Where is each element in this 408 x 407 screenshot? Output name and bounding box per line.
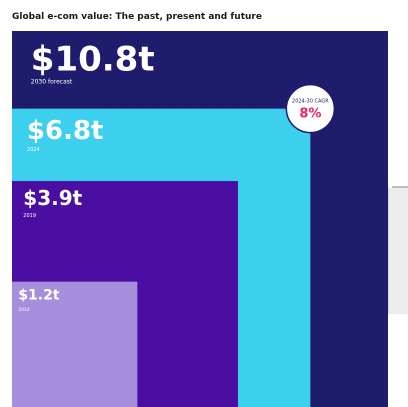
side-panel (388, 188, 408, 314)
cagr-value: 8% (299, 107, 321, 122)
value-label: $10.8t (31, 40, 155, 80)
period-label: 2014 (18, 307, 30, 313)
value-label: $1.2t (18, 288, 60, 304)
period-label: 2019 (23, 213, 36, 219)
period-label: 2030 forecast (31, 79, 73, 86)
period-label: 2024 (27, 147, 40, 153)
side-divider (392, 186, 408, 188)
chart-title: Global e-com value: The past, present an… (12, 12, 262, 22)
square-2014 (12, 281, 138, 407)
cagr-label: 2024-30 CAGR (292, 99, 329, 105)
value-label: $6.8t (27, 116, 104, 146)
cagr-badge (285, 83, 336, 134)
value-label: $3.9t (23, 186, 82, 210)
